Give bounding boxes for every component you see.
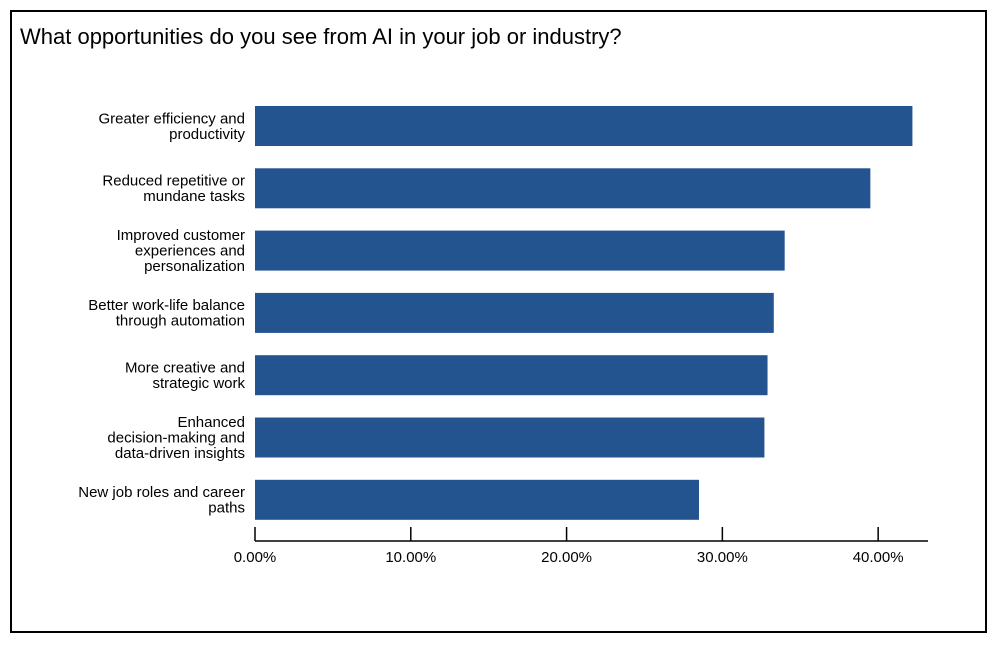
- bar: [255, 230, 785, 271]
- category-label: Improved customer experiences and personal…: [117, 227, 245, 275]
- category-label: Reduced repetitive or mundane tasks: [102, 173, 245, 206]
- category-label: Enhanced decision-making and data-driven i…: [107, 414, 245, 462]
- x-tick-label: 20.00%: [541, 549, 592, 566]
- x-tick-label: 10.00%: [385, 549, 436, 566]
- bar: [255, 168, 871, 209]
- bar: [255, 106, 913, 146]
- x-tick-label: 40.00%: [853, 549, 904, 566]
- x-tick-label: 0.00%: [234, 549, 277, 566]
- bar: [255, 355, 768, 396]
- bar: [255, 292, 774, 333]
- x-tick-label: 30.00%: [697, 549, 748, 566]
- bar: [255, 479, 699, 520]
- category-label: More creative and strategic work: [125, 359, 246, 392]
- category-label: New job roles and career paths: [78, 484, 245, 517]
- category-label: Greater efficiency and productivity: [99, 110, 246, 143]
- category-label: Better work-life balance through automati…: [88, 297, 245, 330]
- chart-title: What opportunities do you see from AI in…: [20, 24, 622, 49]
- bar: [255, 417, 765, 458]
